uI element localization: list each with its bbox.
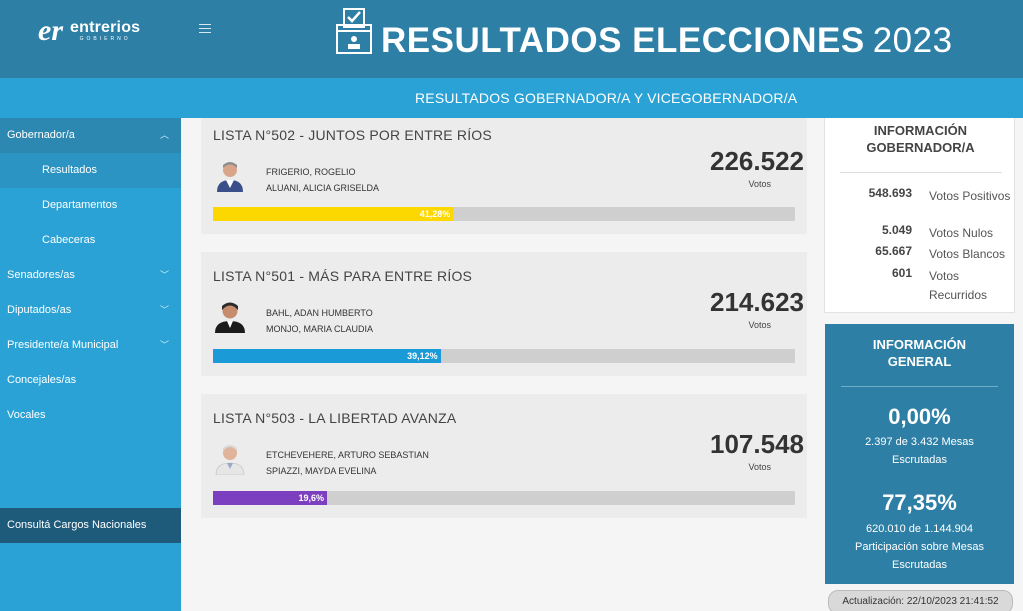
sidebar-item-gobernador[interactable]: Gobernador/a ︿ xyxy=(0,118,181,153)
mesas-percent: 0,00% xyxy=(888,404,951,429)
candidate-photo xyxy=(213,158,247,192)
sidebar-item-vocales[interactable]: Vocales xyxy=(7,409,46,421)
info-general-panel: INFORMACIÓN GENERAL 0,00% 2.397 de 3.432… xyxy=(825,324,1014,584)
percent-bar-fill: 41,28% xyxy=(213,207,454,221)
mesas-detail: 2.397 de 3.432 Mesas Escrutadas xyxy=(865,436,974,466)
section-header: RESULTADOS GOBERNADOR/A Y VICEGOBERNADOR… xyxy=(0,78,1023,118)
sidebar-item-diputados[interactable]: Diputados/as ﹀ xyxy=(0,293,181,328)
candidate-photo xyxy=(213,299,247,333)
info-general-title: INFORMACIÓN GENERAL xyxy=(872,337,967,369)
ballot-box-icon xyxy=(336,8,372,54)
menu-toggle-icon[interactable] xyxy=(199,24,211,34)
info-gobernador-title: INFORMACIÓN GOBERNADOR/A xyxy=(866,123,975,155)
vote-count: 226.522 xyxy=(710,146,804,176)
candidates: FRIGERIO, ROGELIO ALUANI, ALICIA GRISELD… xyxy=(266,164,379,196)
candidates: BAHL, ADAN HUMBERTO MONJO, MARIA CLAUDIA xyxy=(266,305,373,337)
candidate-vice: ALUANI, ALICIA GRISELDA xyxy=(266,183,380,193)
divider xyxy=(840,172,1002,173)
entrerios-logo[interactable]: er entrerios GOBIERNO xyxy=(38,14,141,47)
list-card-502: LISTA N°502 - JUNTOS POR ENTRE RÍOS FRIG… xyxy=(201,118,807,234)
sidebar-item-presidente-municipal[interactable]: Presidente/a Municipal ﹀ xyxy=(0,328,181,363)
list-title: LISTA N°503 - LA LIBERTAD AVANZA xyxy=(213,410,457,426)
last-update-badge: Actualización: 22/10/2023 21:41:52 xyxy=(828,590,1013,611)
candidate-photo xyxy=(213,441,247,475)
percent-bar-fill: 19,6% xyxy=(213,491,328,505)
candidate-vice: SPIAZZI, MAYDA EVELINA xyxy=(266,466,377,476)
candidate-governor: BAHL, ADAN HUMBERTO xyxy=(266,308,373,318)
sidebar-item-senadores[interactable]: Senadores/as ﹀ xyxy=(0,258,181,293)
participacion-detail: 620.010 de 1.144.904 Participación sobre… xyxy=(854,523,984,571)
chevron-down-icon: ﹀ xyxy=(159,340,169,350)
list-card-501: LISTA N°501 - MÁS PARA ENTRE RÍOS BAHL, … xyxy=(201,252,807,376)
participacion-percent: 77,35% xyxy=(882,490,957,515)
list-title: LISTA N°501 - MÁS PARA ENTRE RÍOS xyxy=(213,268,473,284)
sidebar-item-cabeceras[interactable]: Cabeceras xyxy=(42,234,96,246)
top-header: er entrerios GOBIERNO RESULTADOS ELECCIO… xyxy=(0,0,1023,78)
chevron-up-icon: ︿ xyxy=(159,130,169,140)
logo-sub: GOBIERNO xyxy=(79,36,131,42)
list-title: LISTA N°502 - JUNTOS POR ENTRE RÍOS xyxy=(213,127,492,143)
sidebar: Gobernador/a ︿ Resultados Departamentos C… xyxy=(0,118,181,611)
candidate-governor: ETCHEVEHERE, ARTURO SEBASTIAN xyxy=(266,450,429,460)
info-gobernador-panel: INFORMACIÓN GOBERNADOR/A 548.693 Votos P… xyxy=(824,118,1015,313)
votes-label: Votos xyxy=(748,462,771,472)
vote-count: 107.548 xyxy=(710,429,804,459)
percent-bar: 41,28% xyxy=(213,207,795,221)
sidebar-item-cargos-nacionales[interactable]: Consultá Cargos Nacionales xyxy=(0,508,181,543)
section-title: RESULTADOS GOBERNADOR/A Y VICEGOBERNADOR… xyxy=(415,90,798,106)
sidebar-item-concejales[interactable]: Concejales/as xyxy=(7,374,77,386)
divider xyxy=(841,386,998,387)
logo-name: entrerios xyxy=(70,19,141,36)
percent-bar: 19,6% xyxy=(213,491,795,505)
chevron-down-icon: ﹀ xyxy=(159,270,169,280)
votes-label: Votos xyxy=(748,179,771,189)
votes-label: Votos xyxy=(748,320,771,330)
candidate-vice: MONJO, MARIA CLAUDIA xyxy=(266,324,374,334)
sidebar-item-resultados[interactable]: Resultados xyxy=(0,153,181,188)
list-card-503: LISTA N°503 - LA LIBERTAD AVANZA ETCHEVE… xyxy=(201,394,807,518)
percent-bar: 39,12% xyxy=(213,349,795,363)
chevron-down-icon: ﹀ xyxy=(159,305,169,315)
logo-mark-icon: er xyxy=(38,14,63,47)
candidate-governor: FRIGERIO, ROGELIO xyxy=(266,167,356,177)
vote-count: 214.623 xyxy=(710,287,804,317)
candidates: ETCHEVEHERE, ARTURO SEBASTIAN SPIAZZI, M… xyxy=(266,447,429,479)
percent-bar-fill: 39,12% xyxy=(213,349,441,363)
sidebar-item-departamentos[interactable]: Departamentos xyxy=(42,199,118,211)
page-title: RESULTADOS ELECCIONES 2023 xyxy=(381,21,953,60)
